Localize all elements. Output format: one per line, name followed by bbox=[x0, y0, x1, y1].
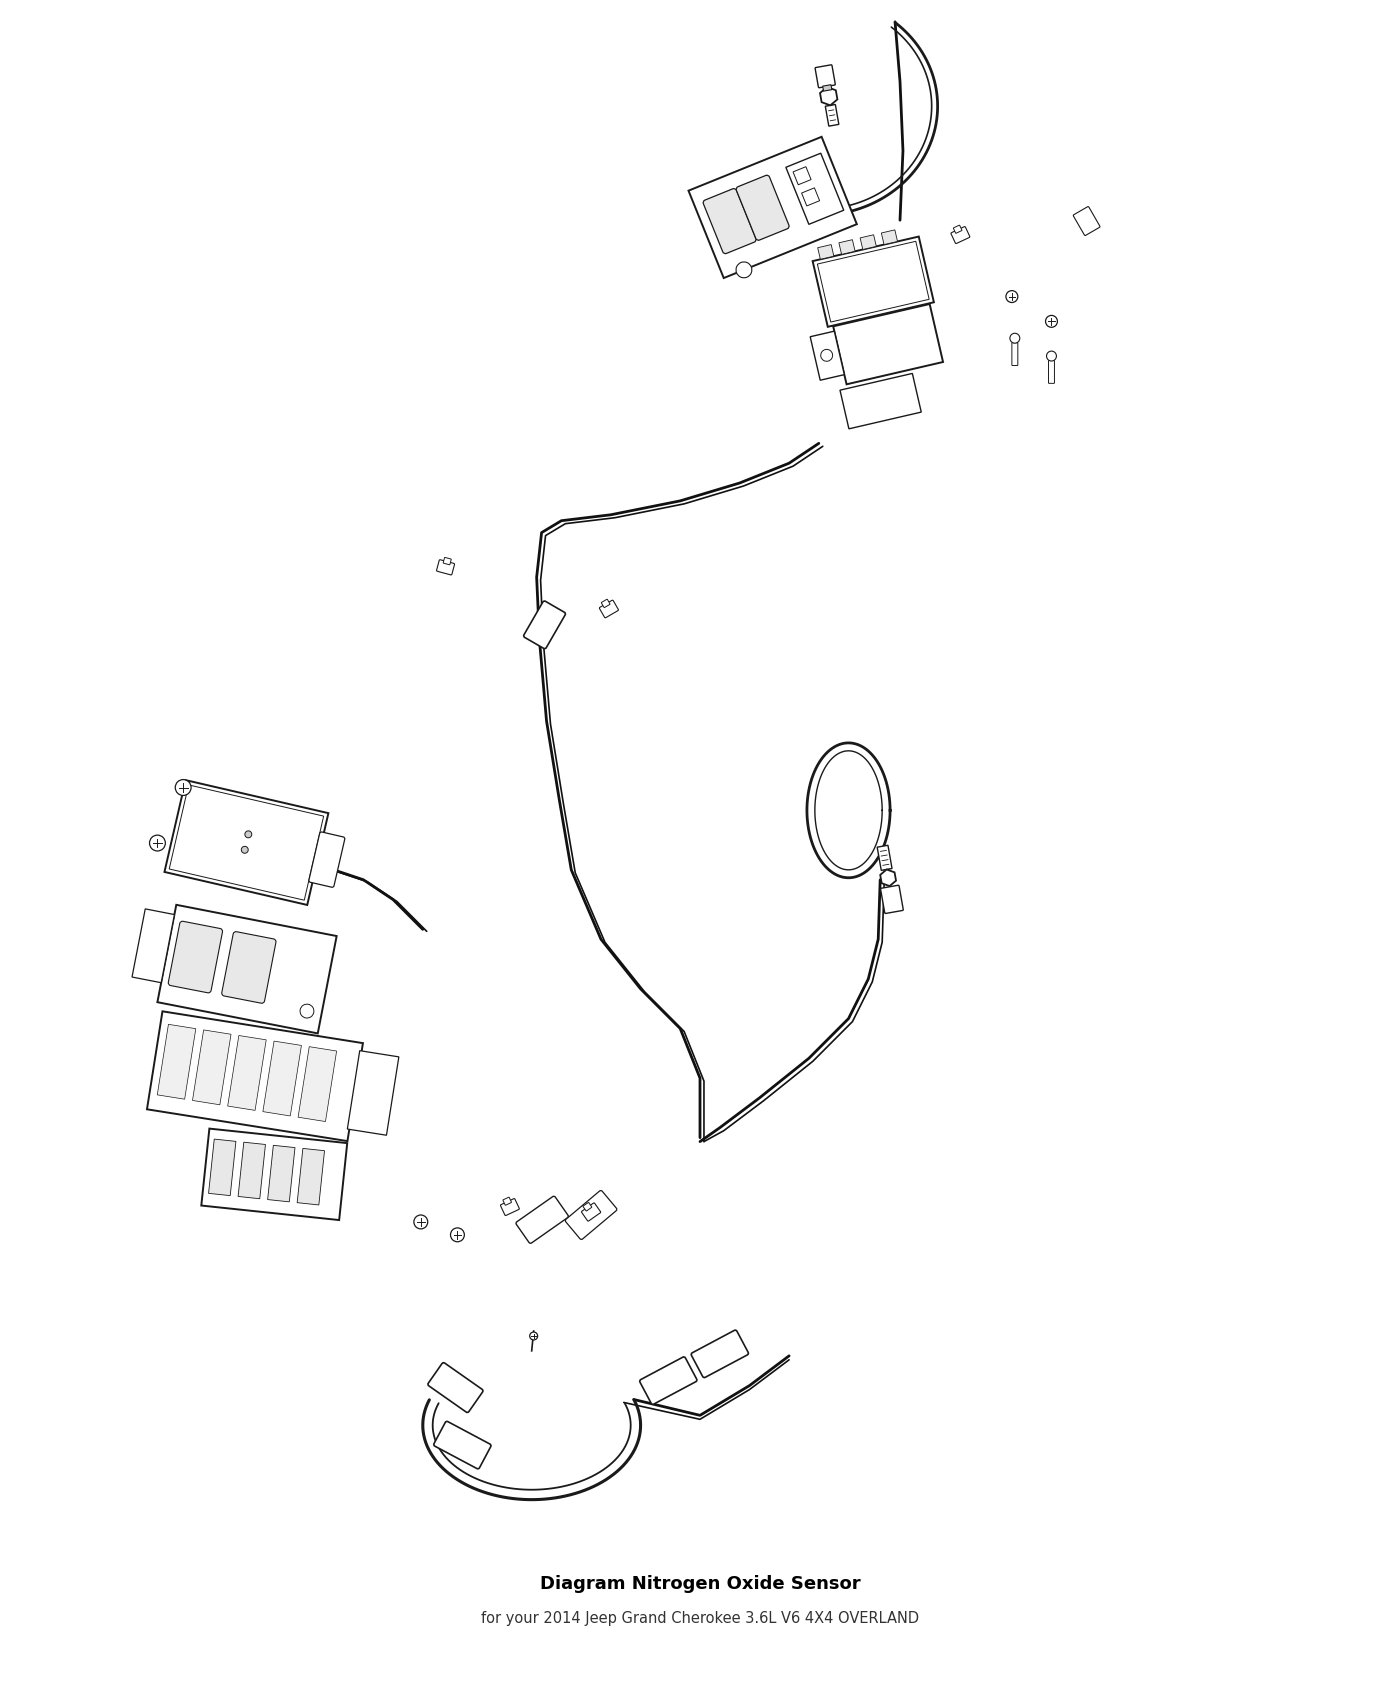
Circle shape bbox=[414, 1216, 428, 1229]
Bar bbox=[839, 240, 855, 255]
Bar bbox=[802, 187, 819, 206]
Circle shape bbox=[1009, 333, 1019, 343]
Bar bbox=[833, 304, 944, 384]
Text: for your 2014 Jeep Grand Cherokee 3.6L V6 4X4 OVERLAND: for your 2014 Jeep Grand Cherokee 3.6L V… bbox=[482, 1612, 918, 1627]
Bar bbox=[785, 153, 844, 224]
FancyBboxPatch shape bbox=[501, 1198, 519, 1216]
Bar bbox=[840, 374, 921, 428]
Circle shape bbox=[1046, 316, 1057, 328]
FancyBboxPatch shape bbox=[581, 1204, 601, 1221]
Bar bbox=[818, 241, 930, 321]
Bar bbox=[812, 236, 934, 326]
Circle shape bbox=[241, 847, 248, 853]
Circle shape bbox=[245, 831, 252, 838]
Bar bbox=[792, 167, 811, 185]
Bar bbox=[298, 1047, 336, 1122]
FancyBboxPatch shape bbox=[881, 886, 903, 913]
Bar bbox=[192, 1030, 231, 1105]
Circle shape bbox=[1007, 291, 1018, 303]
FancyBboxPatch shape bbox=[434, 1421, 491, 1469]
Circle shape bbox=[451, 1227, 465, 1241]
Bar bbox=[811, 332, 844, 381]
Bar bbox=[157, 904, 336, 1034]
Text: Diagram Nitrogen Oxide Sensor: Diagram Nitrogen Oxide Sensor bbox=[539, 1574, 861, 1593]
FancyBboxPatch shape bbox=[168, 921, 223, 993]
FancyBboxPatch shape bbox=[1049, 360, 1054, 382]
FancyBboxPatch shape bbox=[517, 1197, 568, 1243]
FancyBboxPatch shape bbox=[428, 1363, 483, 1413]
Bar bbox=[689, 136, 857, 279]
FancyBboxPatch shape bbox=[1074, 207, 1100, 236]
Circle shape bbox=[175, 780, 190, 796]
Bar bbox=[267, 1146, 295, 1202]
Circle shape bbox=[529, 1333, 538, 1340]
Bar bbox=[818, 245, 834, 260]
Bar bbox=[164, 780, 329, 904]
Bar bbox=[297, 1149, 325, 1205]
FancyBboxPatch shape bbox=[437, 559, 455, 575]
FancyBboxPatch shape bbox=[309, 831, 344, 887]
FancyBboxPatch shape bbox=[692, 1329, 749, 1377]
Bar bbox=[209, 1139, 237, 1195]
FancyBboxPatch shape bbox=[703, 189, 756, 253]
Bar bbox=[147, 1012, 363, 1141]
FancyBboxPatch shape bbox=[953, 224, 962, 233]
FancyBboxPatch shape bbox=[602, 598, 610, 607]
FancyBboxPatch shape bbox=[951, 226, 970, 243]
FancyBboxPatch shape bbox=[582, 1202, 592, 1210]
Bar bbox=[169, 785, 323, 901]
Bar bbox=[238, 1142, 266, 1198]
Circle shape bbox=[820, 350, 833, 362]
Circle shape bbox=[736, 262, 752, 277]
FancyBboxPatch shape bbox=[503, 1197, 511, 1205]
Bar bbox=[228, 1035, 266, 1110]
FancyBboxPatch shape bbox=[524, 602, 566, 649]
Bar bbox=[826, 104, 839, 126]
FancyBboxPatch shape bbox=[599, 600, 619, 617]
Bar bbox=[202, 1129, 347, 1221]
Circle shape bbox=[1047, 352, 1057, 360]
Bar bbox=[347, 1051, 399, 1136]
FancyBboxPatch shape bbox=[444, 558, 451, 564]
Bar bbox=[157, 1025, 196, 1100]
Polygon shape bbox=[820, 87, 837, 105]
Bar bbox=[263, 1040, 301, 1115]
FancyBboxPatch shape bbox=[736, 175, 790, 240]
FancyBboxPatch shape bbox=[815, 65, 836, 88]
FancyBboxPatch shape bbox=[1012, 343, 1018, 366]
FancyBboxPatch shape bbox=[566, 1190, 617, 1239]
Bar bbox=[878, 845, 892, 870]
Bar bbox=[882, 230, 897, 245]
Circle shape bbox=[300, 1005, 314, 1018]
Polygon shape bbox=[881, 869, 896, 886]
Bar bbox=[132, 910, 175, 983]
Circle shape bbox=[150, 835, 165, 852]
Bar bbox=[860, 235, 876, 250]
Bar bbox=[823, 85, 832, 92]
FancyBboxPatch shape bbox=[640, 1357, 697, 1404]
FancyBboxPatch shape bbox=[221, 932, 276, 1003]
